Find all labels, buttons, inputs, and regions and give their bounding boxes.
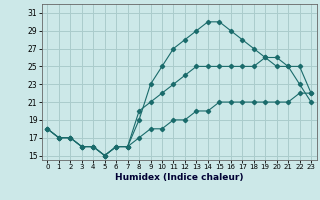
X-axis label: Humidex (Indice chaleur): Humidex (Indice chaleur) — [115, 173, 244, 182]
